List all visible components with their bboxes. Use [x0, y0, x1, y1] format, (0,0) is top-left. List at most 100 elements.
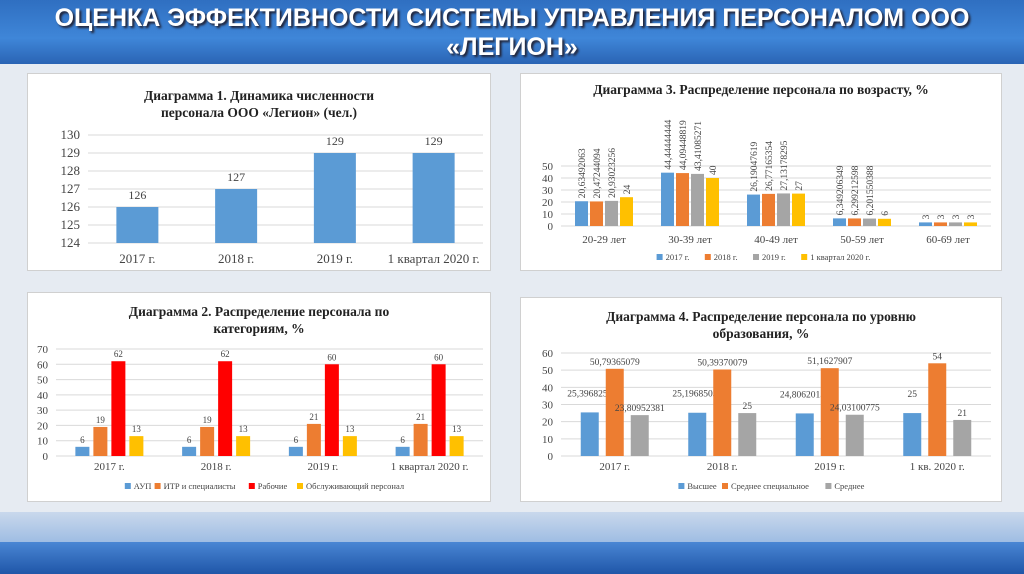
- y-tick-label: 50: [542, 161, 554, 173]
- legend-swatch: [656, 254, 663, 260]
- bar: [934, 222, 947, 226]
- bar: [964, 222, 977, 226]
- data-label: 20,93023256: [608, 148, 618, 198]
- bar: [676, 173, 689, 226]
- chart-title: Диаграмма 4. Распределение персонала по …: [606, 309, 916, 341]
- bar: [820, 368, 839, 456]
- y-tick-label: 124: [61, 235, 81, 250]
- data-label: 6: [187, 435, 192, 445]
- bar: [713, 369, 732, 456]
- data-label: 6: [80, 435, 85, 445]
- data-label: 62: [114, 349, 123, 359]
- data-label: 23,80952381: [615, 404, 665, 414]
- chart-panel-age: Диаграмма 3. Распределение персонала по …: [520, 73, 1002, 271]
- bar: [575, 201, 588, 226]
- bar: [706, 178, 719, 226]
- bar: [218, 361, 233, 456]
- data-label: 25: [743, 402, 753, 412]
- bar: [848, 218, 861, 226]
- chart-panel-categories: Диаграмма 2. Распределение персонала по …: [27, 292, 491, 502]
- data-label: 43,41085271: [694, 121, 704, 171]
- y-tick-label: 126: [61, 199, 81, 214]
- y-tick-label: 10: [542, 434, 554, 446]
- data-label: 50,79365079: [590, 358, 640, 368]
- page-title: ОЦЕНКА ЭФФЕКТИВНОСТИ СИСТЕМЫ УПРАВЛЕНИЯ …: [54, 4, 970, 61]
- data-label: 13: [239, 424, 249, 434]
- chart-panel-education: Диаграмма 4. Распределение персонала по …: [520, 297, 1002, 502]
- bar: [182, 446, 197, 456]
- bar: [395, 446, 410, 456]
- bar: [288, 446, 303, 456]
- x-tick-label: 2019 г.: [317, 251, 353, 266]
- bar: [236, 436, 251, 456]
- y-tick-label: 129: [61, 145, 81, 160]
- bar: [630, 415, 649, 456]
- bar: [863, 218, 876, 226]
- y-tick-label: 40: [37, 390, 49, 402]
- bar: [691, 173, 704, 226]
- legend-label: 2018 г.: [714, 252, 738, 262]
- bar: [792, 193, 805, 226]
- y-tick-label: 125: [61, 217, 81, 232]
- data-label: 25,3968254: [567, 389, 612, 399]
- data-label: 25,19685039: [672, 390, 722, 400]
- bar: [313, 153, 356, 243]
- y-tick-label: 60: [37, 359, 49, 371]
- data-label: 24,80620155: [780, 390, 830, 400]
- bar: [605, 200, 618, 226]
- legend-label: Высшее: [687, 481, 716, 491]
- x-tick-label: 2017 г.: [119, 251, 155, 266]
- y-tick-label: 20: [37, 420, 49, 432]
- bar: [93, 426, 108, 456]
- data-label: 44,44444444: [664, 120, 674, 170]
- legend-label: Обслуживающий персонал: [306, 481, 405, 491]
- footer-stripe: [0, 512, 1024, 542]
- bar: [953, 419, 972, 456]
- legend-label: АУП: [134, 481, 152, 491]
- y-tick-label: 30: [542, 185, 554, 197]
- data-label: 13: [452, 424, 462, 434]
- bar: [919, 222, 932, 226]
- data-label: 21: [416, 412, 425, 422]
- header-band: [0, 0, 1024, 64]
- chart-title: Диаграмма 1. Динамика численности персон…: [143, 88, 375, 120]
- bar: [449, 436, 464, 456]
- chart-staff-dynamics: 124 125 126 127 128 129 130 2017 г. 126 2018 г. 12…: [61, 127, 483, 266]
- x-tick-label: 20-29 лет: [582, 234, 626, 246]
- data-label: 19: [96, 415, 106, 425]
- data-label: 21: [958, 409, 968, 419]
- bar: [747, 194, 760, 226]
- bar: [129, 436, 144, 456]
- bar: [762, 193, 775, 226]
- y-tick-label: 40: [542, 382, 554, 394]
- data-label: 60: [434, 352, 444, 362]
- bar: [215, 189, 258, 243]
- x-tick-label: 40-49 лет: [754, 234, 798, 246]
- footer-band: [0, 542, 1024, 574]
- legend-swatch: [704, 254, 711, 260]
- bar: [413, 423, 428, 456]
- bar: [928, 363, 947, 456]
- data-label: 126: [128, 188, 146, 202]
- data-label: 129: [425, 134, 443, 148]
- legend-label: ИТР и специалисты: [164, 481, 236, 491]
- data-label: 3: [967, 214, 977, 219]
- bar: [661, 172, 674, 226]
- bar: [590, 201, 603, 226]
- y-tick-label: 20: [542, 417, 554, 429]
- y-tick-label: 50: [542, 365, 554, 377]
- data-label: 6: [400, 435, 405, 445]
- x-tick-label: 50-59 лет: [840, 234, 884, 246]
- y-tick-label: 130: [61, 127, 81, 142]
- legend-swatch: [248, 483, 255, 489]
- bar: [412, 153, 455, 243]
- bar: [200, 426, 215, 456]
- legend-swatch: [297, 483, 303, 489]
- legend-label: 1 квартал 2020 г.: [810, 252, 870, 262]
- x-tick-label: 1 квартал 2020 г.: [388, 251, 480, 266]
- x-tick-label: 2017 г.: [599, 461, 630, 473]
- data-label: 27: [795, 181, 805, 191]
- data-label: 44,09448819: [679, 120, 689, 170]
- bar: [833, 218, 846, 226]
